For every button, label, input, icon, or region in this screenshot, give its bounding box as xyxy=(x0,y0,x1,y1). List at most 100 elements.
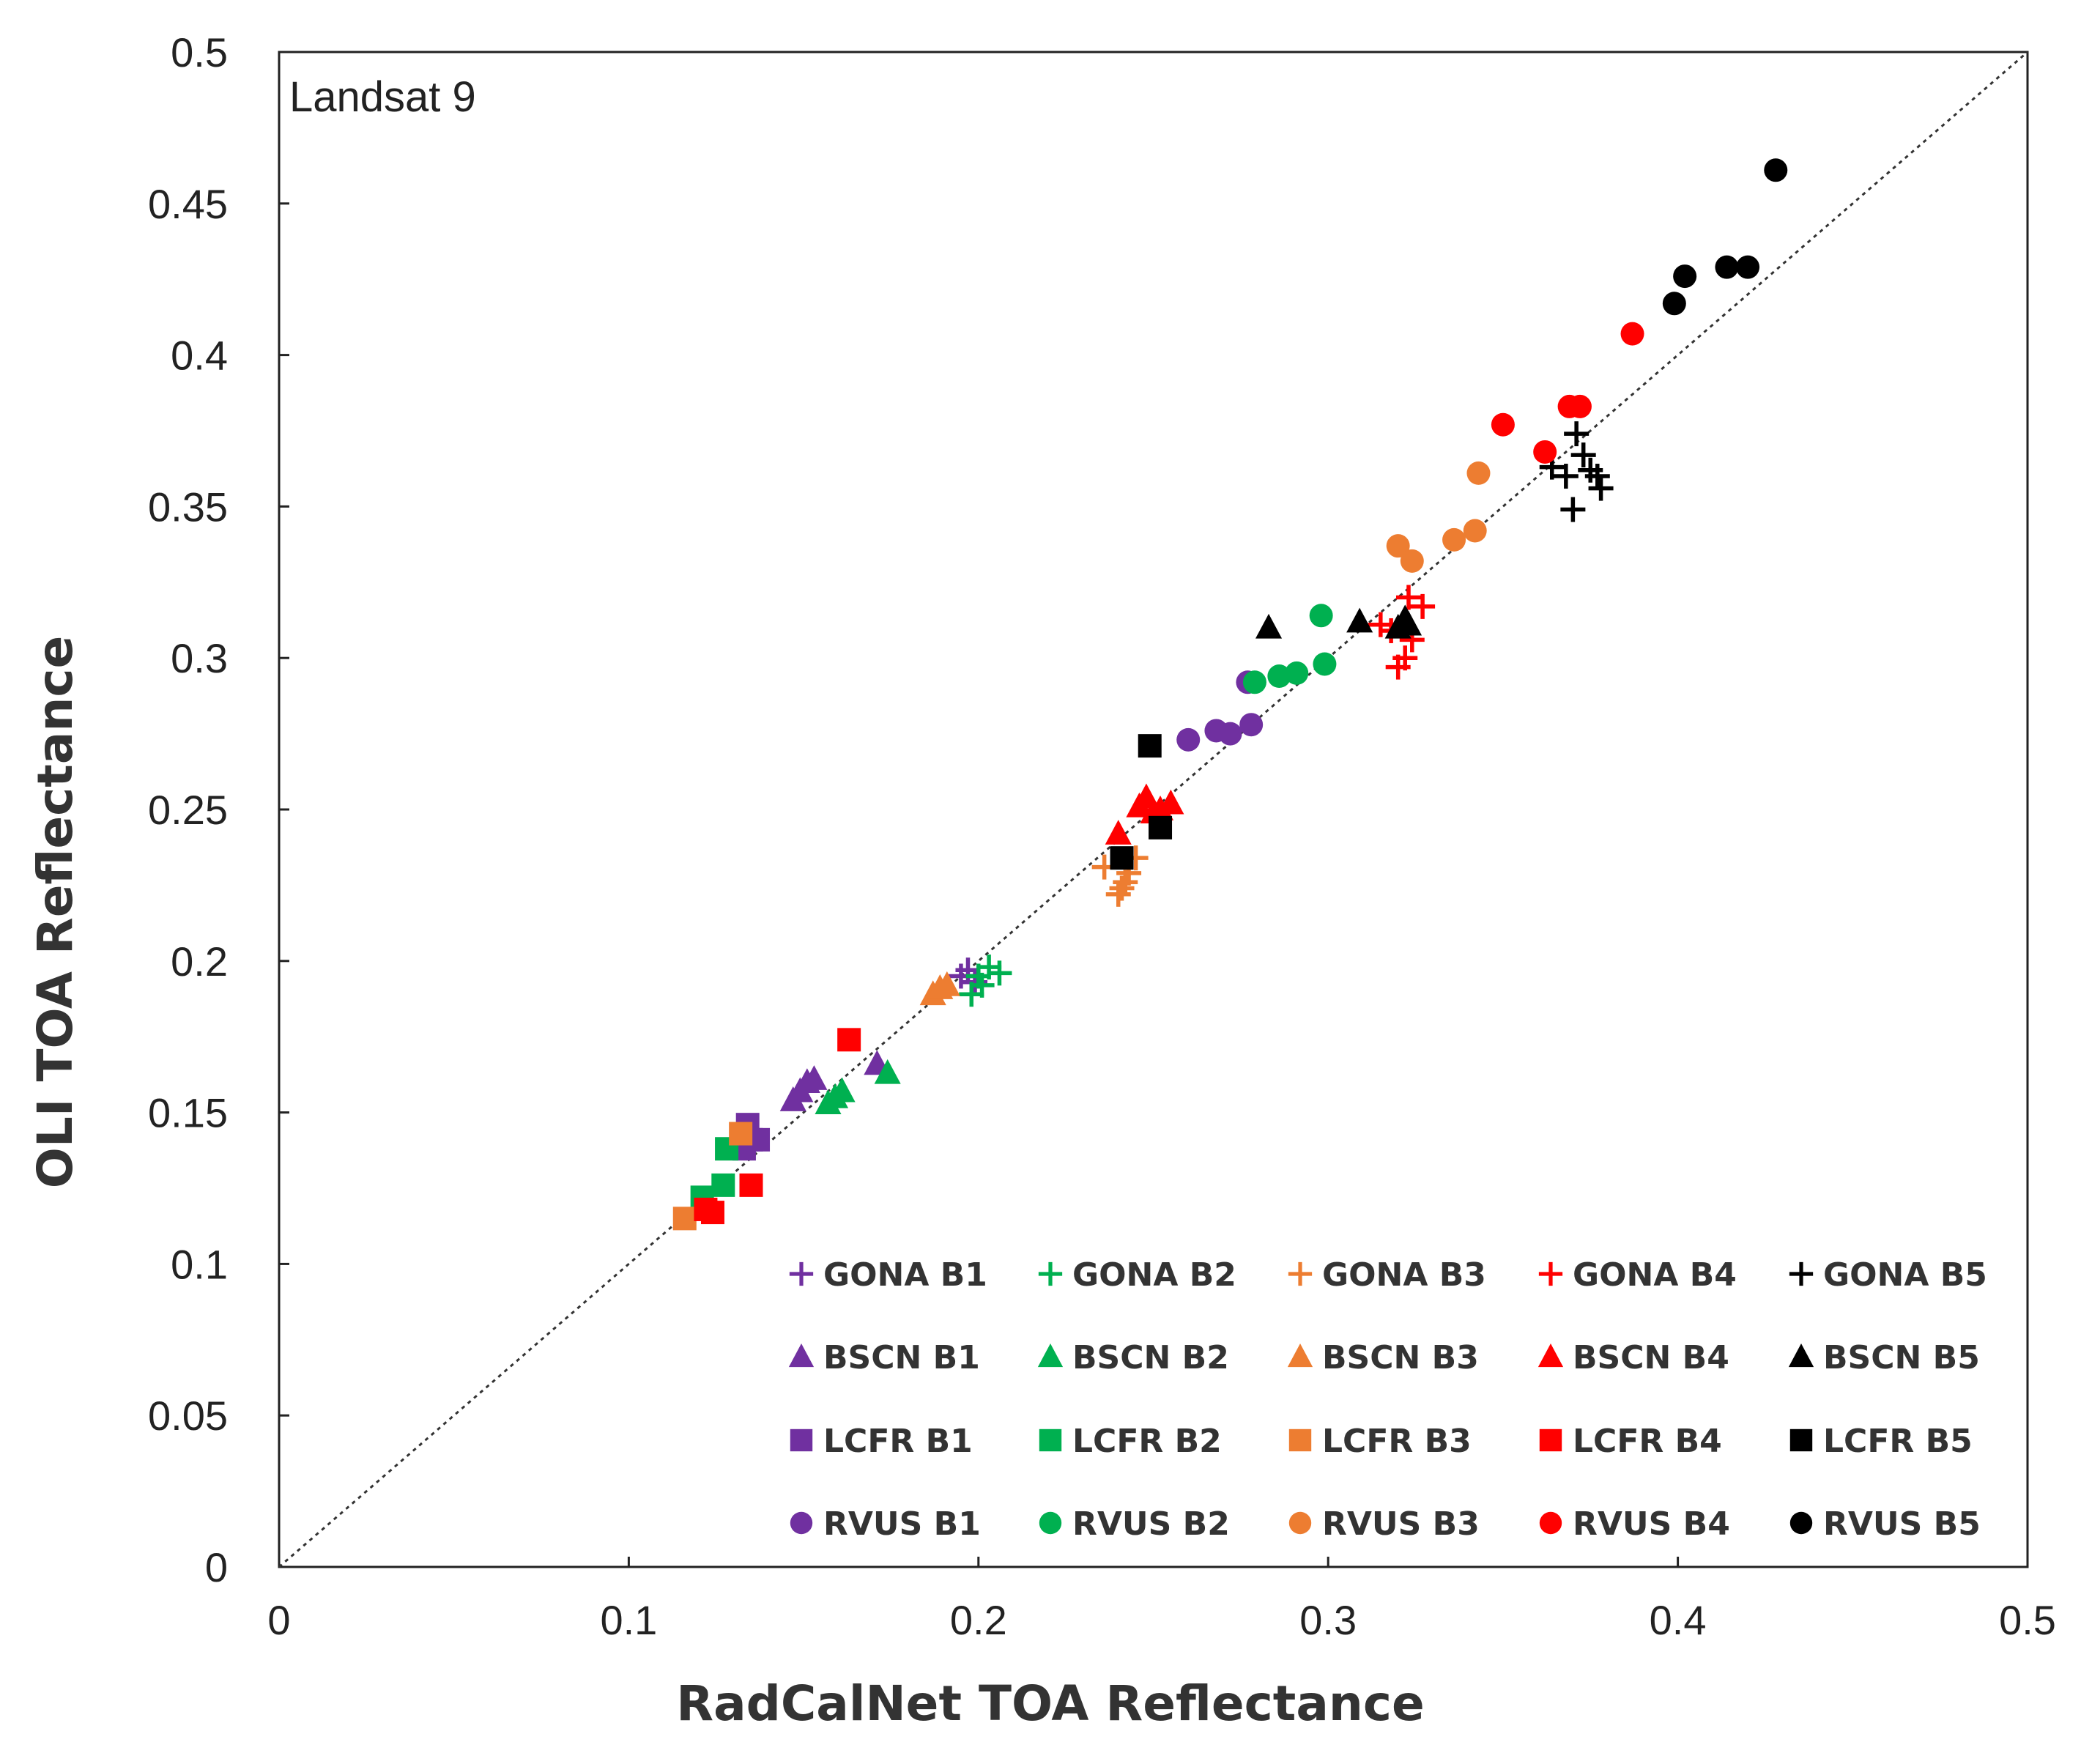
bscn-b3-point xyxy=(933,971,960,996)
legend-marker-gona-b1 xyxy=(789,1261,814,1286)
rvus-b2-point xyxy=(1242,670,1266,694)
rvus-b4-point xyxy=(1533,440,1557,464)
rvus-b5-point xyxy=(1736,255,1760,279)
rvus-b5-point xyxy=(1715,255,1739,279)
legend-marker-gona-b5 xyxy=(1789,1261,1814,1286)
legend-item-lcfr-b4: LCFR B4 xyxy=(1539,1423,1722,1460)
legend-marker-rvus-b4 xyxy=(1539,1511,1562,1535)
bscn-b2-point xyxy=(874,1059,901,1084)
gona-b5-point xyxy=(1588,475,1614,501)
rvus-b4-point xyxy=(1620,322,1644,346)
rvus-b2-point xyxy=(1313,652,1337,676)
legend-marker-bscn-b4 xyxy=(1537,1343,1564,1368)
rvus-b3-point xyxy=(1466,461,1491,485)
legend-item-gona-b5: GONA B5 xyxy=(1789,1256,1987,1294)
y-tick-label: 0.45 xyxy=(148,181,228,227)
legend-marker-bscn-b1 xyxy=(788,1343,815,1368)
gona-b4-point xyxy=(1368,612,1393,637)
legend-label: GONA B1 xyxy=(823,1256,987,1294)
legend-item-lcfr-b5: LCFR B5 xyxy=(1789,1423,1973,1460)
bscn-b2-point xyxy=(828,1077,856,1102)
legend-marker-rvus-b3 xyxy=(1288,1511,1312,1535)
legend-marker-rvus-b2 xyxy=(1039,1511,1062,1535)
data-points-layer xyxy=(672,158,1788,1231)
panel-label: Landsat 9 xyxy=(289,73,476,121)
rvus-b4-point xyxy=(1568,394,1592,418)
lcfr-b5-point xyxy=(1138,734,1162,758)
rvus-b1-point xyxy=(1218,722,1242,746)
rvus-b1-point xyxy=(1176,727,1201,752)
legend-label: GONA B5 xyxy=(1823,1256,1987,1294)
gona-b4-point xyxy=(1392,645,1418,671)
legend-item-rvus-b1: RVUS B1 xyxy=(790,1505,981,1543)
legend-label: RVUS B2 xyxy=(1072,1505,1230,1543)
y-tick-label: 0.2 xyxy=(171,938,228,985)
gona-b2-point xyxy=(969,972,995,998)
y-tick-label: 0.25 xyxy=(148,787,228,833)
gona-b2-point xyxy=(987,960,1012,986)
legend-label: LCFR B3 xyxy=(1322,1423,1472,1460)
legend-marker-gona-b4 xyxy=(1538,1261,1563,1286)
legend-label: LCFR B1 xyxy=(823,1423,973,1460)
y-tick-label: 0 xyxy=(205,1544,228,1590)
legend-marker-bscn-b5 xyxy=(1788,1343,1814,1368)
legend-marker-gona-b3 xyxy=(1288,1261,1313,1286)
legend-marker-lcfr-b2 xyxy=(1039,1428,1062,1452)
legend-item-lcfr-b3: LCFR B3 xyxy=(1288,1423,1472,1460)
lcfr-b5-point xyxy=(1110,846,1134,870)
bscn-b1-point xyxy=(801,1065,828,1090)
legend-label: BSCN B2 xyxy=(1072,1339,1229,1376)
rvus-b4-point xyxy=(1491,412,1515,437)
legend-label: GONA B4 xyxy=(1573,1256,1737,1294)
y-tick-label: 0.5 xyxy=(171,29,228,75)
rvus-b3-point xyxy=(1400,549,1424,573)
legend-label: RVUS B4 xyxy=(1573,1505,1730,1543)
legend-marker-gona-b2 xyxy=(1038,1261,1063,1286)
lcfr-b2-point xyxy=(711,1173,735,1197)
legend-marker-rvus-b5 xyxy=(1789,1511,1813,1535)
rvus-b3-point xyxy=(1386,534,1410,558)
lcfr-b4-point xyxy=(739,1173,763,1197)
rvus-b5-point xyxy=(1673,264,1697,289)
gona-b5-point xyxy=(1584,464,1610,489)
one-to-one-reference-line xyxy=(278,51,2028,1568)
legend-item-gona-b3: GONA B3 xyxy=(1288,1256,1486,1294)
x-tick-label: 0.1 xyxy=(600,1597,657,1643)
legend-label: GONA B3 xyxy=(1322,1256,1486,1294)
bscn-b4-point xyxy=(1105,820,1132,845)
legend-label: RVUS B1 xyxy=(823,1505,981,1543)
legend-item-bscn-b1: BSCN B1 xyxy=(788,1339,980,1376)
legend-label: LCFR B2 xyxy=(1072,1423,1222,1460)
legend-marker-lcfr-b3 xyxy=(1288,1428,1312,1452)
legend-marker-lcfr-b1 xyxy=(790,1428,813,1452)
rvus-b1-point xyxy=(1239,713,1264,737)
legend-item-rvus-b4: RVUS B4 xyxy=(1539,1505,1730,1543)
rvus-b2-point xyxy=(1285,661,1309,685)
y-axis-title: OLI TOA Reflectance xyxy=(27,636,84,1188)
tick-layer: 0 0.1 0.2 0.3 0.4 0.5 0 0.05 0.1 0.15 0.2 0.25 0.3 0.… xyxy=(148,29,2056,1643)
gona-b5-point xyxy=(1553,464,1579,489)
legend-label: BSCN B3 xyxy=(1322,1339,1479,1376)
legend-label: LCFR B5 xyxy=(1823,1423,1973,1460)
rvus-b2-point xyxy=(1267,664,1291,689)
bscn-b5-point xyxy=(1346,607,1373,633)
x-axis-title: RadCalNet TOA Reflectance xyxy=(676,1675,1425,1732)
lcfr-b3-point xyxy=(729,1122,753,1146)
legend-item-rvus-b5: RVUS B5 xyxy=(1789,1505,1981,1543)
x-tick-label: 0.3 xyxy=(1299,1597,1357,1643)
gona-b5-point xyxy=(1570,442,1596,468)
bscn-b5-point xyxy=(1395,610,1422,636)
y-tick-label: 0.05 xyxy=(148,1393,228,1439)
gona-b5-point xyxy=(1564,421,1590,447)
legend-item-rvus-b3: RVUS B3 xyxy=(1288,1505,1480,1543)
legend-item-gona-b1: GONA B1 xyxy=(789,1256,987,1294)
legend-marker-bscn-b2 xyxy=(1037,1343,1064,1368)
bscn-b5-point xyxy=(1255,613,1283,639)
legend-label: GONA B2 xyxy=(1072,1256,1236,1294)
rvus-b3-point xyxy=(1463,519,1487,543)
x-tick-label: 0.2 xyxy=(950,1597,1007,1643)
legend-marker-rvus-b1 xyxy=(790,1511,813,1535)
y-tick-label: 0.15 xyxy=(148,1090,228,1136)
x-tick-label: 0.4 xyxy=(1650,1597,1707,1643)
